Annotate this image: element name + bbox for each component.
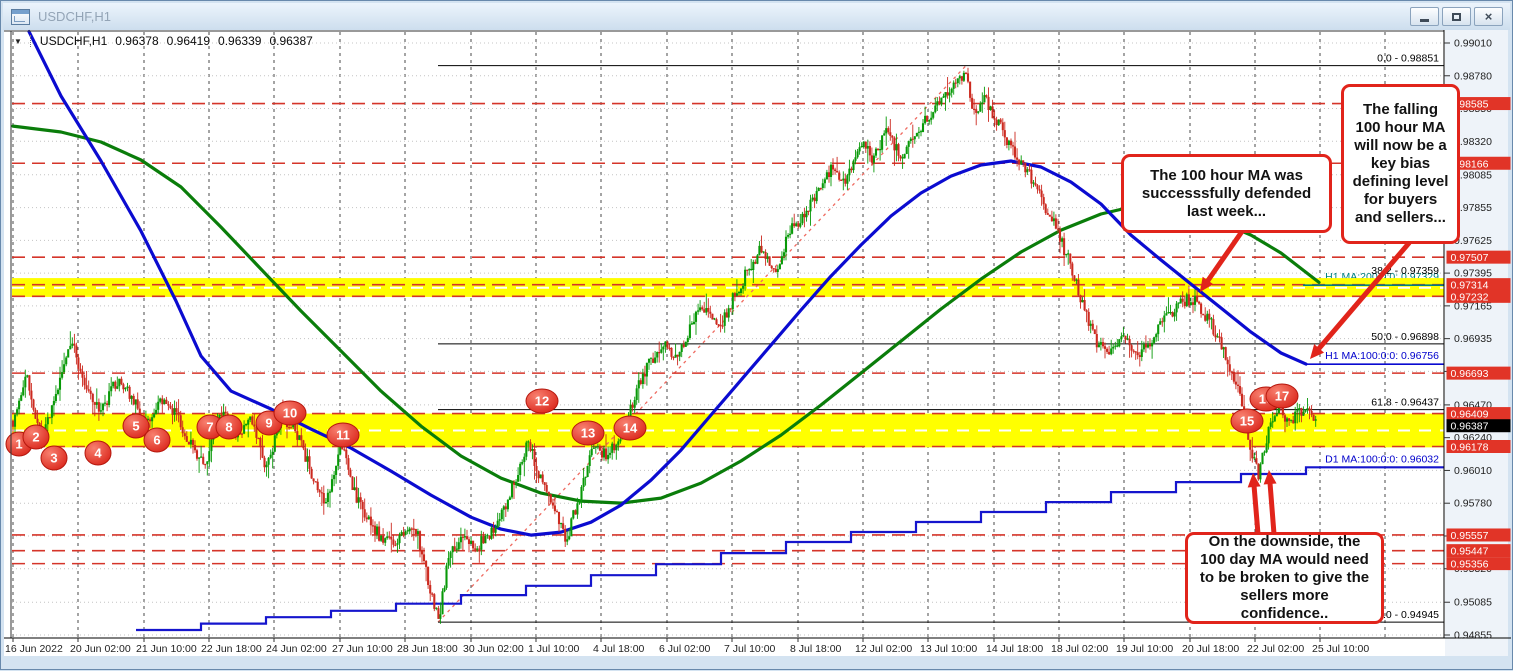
svg-text:0.95320: 0.95320 [1454, 563, 1492, 575]
svg-text:0.95356: 0.95356 [1451, 559, 1489, 571]
ohlc-high: 0.96419 [167, 34, 210, 48]
svg-text:20 Jun 02:00: 20 Jun 02:00 [70, 643, 131, 655]
svg-text:0.96409: 0.96409 [1451, 409, 1489, 421]
svg-text:1 Jul 10:00: 1 Jul 10:00 [528, 643, 580, 655]
minimize-icon [1420, 19, 1429, 22]
current-price-label: 0.96387 [1447, 419, 1511, 433]
minimize-button[interactable] [1410, 7, 1439, 26]
window-controls: × [1410, 7, 1503, 26]
svg-text:0.95780: 0.95780 [1454, 498, 1492, 510]
close-button[interactable]: × [1474, 7, 1503, 26]
svg-text:0.97314: 0.97314 [1451, 280, 1489, 292]
svg-text:0.96693: 0.96693 [1451, 368, 1489, 380]
chart-header: ▼ USDCHF,H1 0.96378 0.96419 0.96339 0.96… [14, 34, 313, 48]
svg-text:19 Jul 10:00: 19 Jul 10:00 [1116, 643, 1173, 655]
restore-button[interactable] [1442, 7, 1471, 26]
svg-text:0.96705: 0.96705 [1454, 366, 1492, 378]
ohlc-low: 0.96339 [218, 34, 261, 48]
svg-text:30 Jun 02:00: 30 Jun 02:00 [463, 643, 524, 655]
svg-text:0.96935: 0.96935 [1454, 333, 1492, 345]
svg-text:0.95447: 0.95447 [1451, 546, 1489, 558]
x-axis: 16 Jun 2022 20 Jun 02:00 21 Jun 10:00 22 Ju… [5, 638, 1369, 655]
svg-text:0.97395: 0.97395 [1454, 268, 1492, 280]
svg-text:8 Jul 18:00: 8 Jul 18:00 [790, 643, 842, 655]
symbol-dropdown-icon[interactable]: ▼ [14, 37, 22, 46]
callout-text: The 100 hour MA was successsfully defend… [1131, 167, 1322, 221]
svg-text:14 Jul 18:00: 14 Jul 18:00 [986, 643, 1043, 655]
svg-text:0.96010: 0.96010 [1454, 465, 1492, 477]
title-bar[interactable]: USDCHF,H1 [3, 3, 1510, 30]
svg-text:16 Jun 2022: 16 Jun 2022 [5, 643, 63, 655]
symbol-label: USDCHF,H1 [40, 34, 107, 48]
callout-100-hour-ma-defended: The 100 hour MA was successsfully defend… [1121, 154, 1332, 233]
svg-text:13 Jul 10:00: 13 Jul 10:00 [920, 643, 977, 655]
callout-falling-100-hour-ma: The falling 100 hour MA will now be a ke… [1341, 84, 1460, 244]
ohlc-open: 0.96378 [115, 34, 158, 48]
svg-text:0.95550: 0.95550 [1454, 530, 1492, 542]
svg-text:0.96470: 0.96470 [1454, 399, 1492, 411]
svg-text:21 Jun 10:00: 21 Jun 10:00 [136, 643, 197, 655]
ohlc-close: 0.96387 [269, 34, 312, 48]
svg-text:28 Jun 18:00: 28 Jun 18:00 [397, 643, 458, 655]
callout-100-day-ma-downside: On the downside, the 100 day MA would ne… [1185, 532, 1384, 624]
svg-text:22 Jun 18:00: 22 Jun 18:00 [201, 643, 262, 655]
svg-text:0.97165: 0.97165 [1454, 300, 1492, 312]
svg-text:7 Jul 10:00: 7 Jul 10:00 [724, 643, 776, 655]
svg-text:0.95085: 0.95085 [1454, 597, 1492, 609]
svg-text:0.96178: 0.96178 [1451, 442, 1489, 454]
svg-text:18 Jul 02:00: 18 Jul 02:00 [1051, 643, 1108, 655]
svg-text:12 Jul 02:00: 12 Jul 02:00 [855, 643, 912, 655]
svg-text:0.97232: 0.97232 [1451, 291, 1489, 303]
close-icon: × [1485, 10, 1493, 23]
svg-text:0.94855: 0.94855 [1454, 630, 1492, 642]
chart-window-icon [11, 9, 30, 25]
svg-text:0.98780: 0.98780 [1454, 70, 1492, 82]
svg-text:6 Jul 02:00: 6 Jul 02:00 [659, 643, 711, 655]
svg-text:0.97507: 0.97507 [1451, 252, 1489, 264]
svg-text:4 Jul 18:00: 4 Jul 18:00 [593, 643, 645, 655]
header-divider [30, 35, 32, 47]
callout-text: The falling 100 hour MA will now be a ke… [1351, 101, 1450, 227]
svg-text:24 Jun 02:00: 24 Jun 02:00 [266, 643, 327, 655]
window-title: USDCHF,H1 [38, 9, 111, 24]
callout-text: On the downside, the 100 day MA would ne… [1195, 533, 1374, 623]
svg-text:20 Jul 18:00: 20 Jul 18:00 [1182, 643, 1239, 655]
svg-text:27 Jun 10:00: 27 Jun 10:00 [332, 643, 393, 655]
svg-text:0.96387: 0.96387 [1451, 421, 1489, 433]
restore-icon [1452, 13, 1461, 21]
svg-text:0.99010: 0.99010 [1454, 38, 1492, 50]
svg-text:22 Jul 02:00: 22 Jul 02:00 [1247, 643, 1304, 655]
svg-text:0.96240: 0.96240 [1454, 432, 1492, 444]
svg-text:0.95557: 0.95557 [1451, 530, 1489, 542]
svg-text:25 Jul 10:00: 25 Jul 10:00 [1312, 643, 1369, 655]
